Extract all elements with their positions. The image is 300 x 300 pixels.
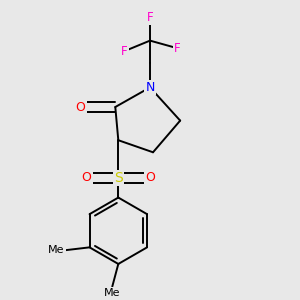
Text: O: O [76, 100, 85, 113]
Text: Me: Me [104, 288, 121, 298]
Text: O: O [145, 171, 155, 184]
Text: F: F [121, 45, 128, 58]
Text: F: F [174, 42, 181, 55]
Text: N: N [145, 81, 155, 94]
Text: Me: Me [48, 245, 64, 255]
Text: S: S [114, 171, 123, 185]
Text: O: O [82, 171, 92, 184]
Text: F: F [147, 11, 153, 25]
